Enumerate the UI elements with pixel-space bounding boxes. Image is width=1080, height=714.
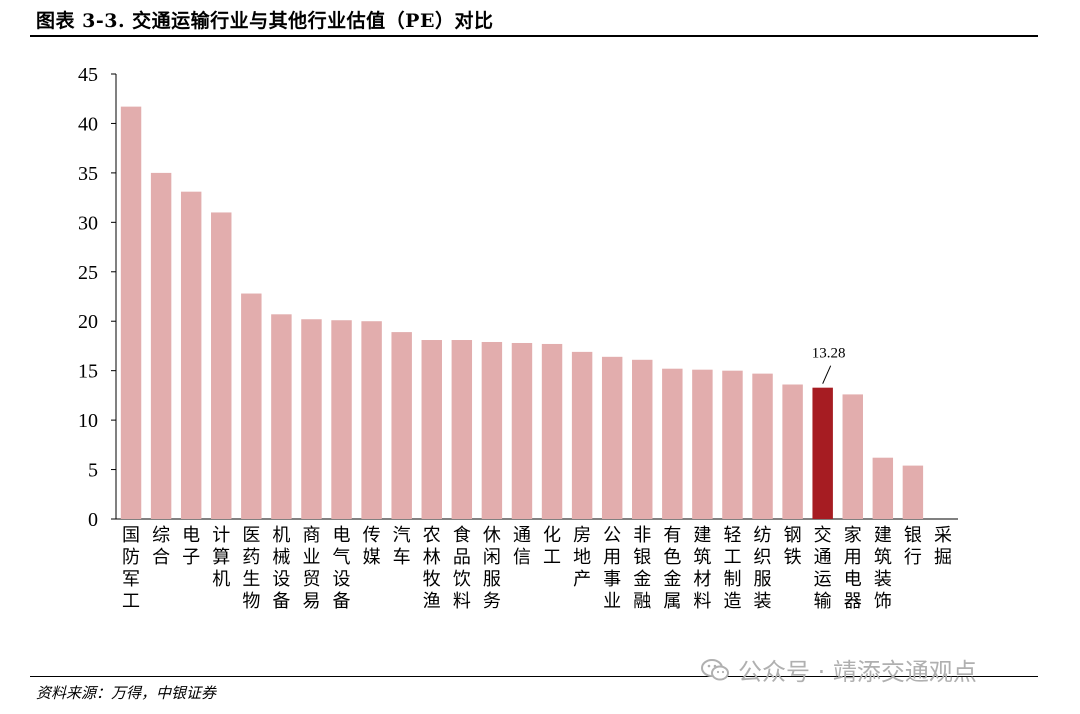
bar	[150, 172, 172, 519]
y-tick-label: 15	[78, 361, 98, 383]
x-tick-label: 采掘	[934, 525, 952, 568]
bar	[902, 465, 924, 519]
bar	[391, 332, 412, 519]
y-tick-label: 40	[78, 113, 98, 135]
bar	[752, 373, 773, 519]
y-tick-label: 5	[88, 460, 98, 482]
x-tick-label: 综合	[152, 525, 170, 568]
x-tick-label: 食品饮料	[453, 525, 471, 612]
y-tick-label: 35	[78, 163, 98, 185]
x-tick-label: 医药生物	[242, 525, 260, 612]
bar-highlight	[812, 387, 833, 519]
title-divider	[30, 35, 1038, 37]
y-tick-label: 0	[88, 509, 98, 531]
data-label: 13.28	[812, 346, 846, 362]
bar	[632, 359, 653, 519]
bar	[301, 319, 322, 519]
footer-divider	[30, 676, 1038, 677]
bar-chart: 0 5 10 15 20 25 30 35 40 45 国防军工综合电子计算机医药生物机械设备商业贸…	[78, 64, 958, 612]
x-tick-label: 交通运输	[814, 525, 832, 612]
bar	[211, 212, 232, 519]
x-tick-label: 建筑材料	[693, 525, 711, 612]
x-tick-label: 计算机	[212, 525, 230, 590]
x-tick-label: 电子	[182, 525, 200, 568]
x-tick-label: 通信	[513, 525, 531, 568]
bar	[842, 394, 863, 519]
bar	[662, 368, 683, 519]
bar	[692, 369, 713, 519]
bar	[180, 191, 202, 519]
x-tick-label: 商业贸易	[302, 525, 320, 612]
x-tick-label: 钢铁	[784, 525, 802, 568]
x-tick-label: 家用电器	[844, 525, 862, 612]
watermark: 公众号 · 靖添交通观点	[700, 652, 977, 687]
x-tick-label: 休闲服务	[483, 525, 501, 612]
bar	[722, 370, 743, 519]
x-tick-label: 公用事业	[603, 525, 621, 612]
bar	[541, 343, 563, 519]
x-tick-label: 纺织服装	[754, 525, 772, 612]
x-tick-label: 汽车	[393, 525, 411, 568]
bar	[331, 320, 352, 519]
y-tick-label: 25	[78, 262, 98, 284]
x-tick-label: 化工	[543, 525, 561, 568]
x-tick-label: 非银金融	[633, 525, 651, 612]
x-tick-label: 国防军工	[122, 525, 140, 612]
y-tick-label: 30	[78, 212, 98, 234]
x-tick-label: 有色金属	[663, 525, 681, 612]
data-label-leader	[822, 365, 832, 384]
x-tick-label: 轻工制造	[723, 525, 741, 612]
x-tick-label: 建筑装饰	[874, 525, 892, 612]
wechat-icon	[701, 658, 729, 680]
x-tick-label: 房地产	[573, 525, 591, 590]
source-note: 资料来源：万得，中银证券	[36, 684, 217, 702]
bar	[511, 342, 533, 519]
bar	[120, 106, 142, 519]
bar	[451, 340, 473, 519]
bar	[872, 457, 894, 519]
bar	[241, 293, 262, 519]
x-tick-label: 银行	[904, 525, 922, 568]
x-tick-label: 电气设备	[333, 525, 351, 612]
x-tick-label: 传媒	[363, 525, 381, 568]
chart-title: 图表 3-3. 交通运输行业与其他行业估值（PE）对比	[36, 10, 494, 32]
bar	[481, 341, 503, 519]
x-tick-label: 机械设备	[272, 525, 290, 612]
bar	[601, 356, 623, 519]
bar	[361, 321, 382, 519]
bar	[271, 314, 292, 519]
bar	[782, 384, 803, 519]
y-tick-label: 20	[78, 311, 98, 333]
bar	[421, 340, 442, 519]
watermark-text: 公众号 · 靖添交通观点	[738, 658, 977, 686]
y-tick-label: 10	[78, 410, 98, 432]
x-tick-label: 农林牧渔	[423, 525, 441, 612]
y-tick-label: 45	[78, 64, 98, 86]
bar	[571, 351, 593, 519]
